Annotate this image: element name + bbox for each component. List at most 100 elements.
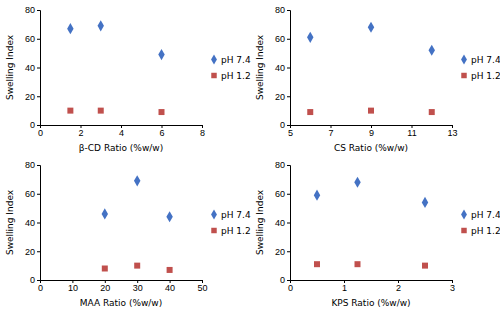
y-tick-mark bbox=[37, 39, 40, 40]
legend-label: pH 7.4 bbox=[471, 210, 500, 220]
point bbox=[159, 109, 165, 115]
x-tick: 6 bbox=[159, 125, 164, 138]
legend-item: pH 7.4 bbox=[211, 209, 251, 219]
y-tick-mark bbox=[287, 223, 290, 224]
legend: pH 7.4 pH 1.2 bbox=[461, 54, 500, 80]
x-tick-label: 50 bbox=[197, 283, 207, 293]
point bbox=[158, 49, 164, 60]
series bbox=[307, 108, 435, 115]
x-axis: 5 7 9 11 13 bbox=[288, 125, 458, 138]
y-tick-mark bbox=[37, 10, 40, 11]
legend-swatch bbox=[461, 73, 466, 78]
legend-item: pH 1.2 bbox=[461, 226, 500, 236]
y-tick-label: 20 bbox=[275, 247, 285, 257]
y-tick-label: 20 bbox=[25, 92, 35, 102]
legend-label: pH 1.2 bbox=[471, 71, 500, 81]
chart: 02468020406080β-CD Ratio (%w/w)Swelling … bbox=[0, 0, 500, 310]
legend-label: pH 7.4 bbox=[221, 55, 251, 65]
legend-item: pH 1.2 bbox=[211, 71, 250, 81]
y-tick-mark bbox=[287, 68, 290, 69]
y-tick-mark bbox=[287, 39, 290, 40]
x-axis-title: β-CD Ratio (%w/w) bbox=[79, 143, 163, 153]
x-axis: 0 10 20 30 40 50 bbox=[38, 280, 208, 293]
y-tick-mark bbox=[37, 223, 40, 224]
x-tick-label: 4 bbox=[119, 128, 124, 138]
y-tick-mark bbox=[37, 280, 40, 281]
x-tick-label: 0 bbox=[38, 283, 43, 293]
y-axis-title: Swelling Index bbox=[5, 34, 15, 100]
x-axis-title: MAA Ratio (%w/w) bbox=[80, 298, 163, 308]
series bbox=[67, 108, 164, 115]
x-axis: 0123 bbox=[288, 280, 455, 293]
y-tick-label: 60 bbox=[275, 34, 285, 44]
point bbox=[67, 23, 73, 34]
point bbox=[166, 211, 172, 222]
y-tick-label: 20 bbox=[25, 247, 35, 257]
point bbox=[307, 109, 313, 115]
y-tick: 60 bbox=[25, 189, 40, 199]
point bbox=[355, 261, 361, 267]
x-axis-title: CS Ratio (%w/w) bbox=[334, 143, 408, 153]
legend-item: pH 7.4 bbox=[461, 54, 500, 64]
x-tick-label: 2 bbox=[78, 128, 83, 138]
x-tick: 2 bbox=[396, 280, 401, 293]
y-tick: 40 bbox=[25, 218, 40, 228]
y-tick-mark bbox=[287, 280, 290, 281]
y-axis-line bbox=[287, 166, 291, 281]
y-tick-label: 60 bbox=[25, 189, 35, 199]
x-tick-label: 5 bbox=[288, 128, 293, 138]
panel: 01020304050020406080MAA Ratio (%w/w)Swel… bbox=[5, 160, 251, 308]
y-tick-label: 40 bbox=[275, 63, 285, 73]
point bbox=[422, 263, 428, 269]
plot-area bbox=[67, 20, 165, 115]
y-tick-label: 60 bbox=[25, 34, 35, 44]
y-tick: 0 bbox=[30, 275, 40, 285]
y-tick-label: 20 bbox=[275, 92, 285, 102]
y-axis: 0 20 40 60 80 bbox=[25, 160, 41, 285]
x-tick-label: 7 bbox=[328, 128, 333, 138]
y-tick-label: 80 bbox=[25, 160, 35, 170]
y-axis-line bbox=[37, 11, 41, 126]
x-tick-label: 9 bbox=[369, 128, 374, 138]
legend-item: pH 1.2 bbox=[461, 71, 500, 81]
y-tick-label: 0 bbox=[280, 275, 285, 285]
x-tick: 40 bbox=[165, 280, 175, 293]
point bbox=[314, 261, 320, 267]
x-tick-label: 11 bbox=[407, 128, 416, 138]
y-tick-mark bbox=[287, 194, 290, 195]
legend: pH 7.4pH 1.2 bbox=[211, 209, 251, 235]
y-axis-line bbox=[287, 11, 291, 126]
x-tick-label: 0 bbox=[288, 283, 293, 293]
y-tick-mark bbox=[287, 10, 290, 11]
y-tick: 60 bbox=[25, 34, 40, 44]
x-tick: 2 bbox=[78, 125, 83, 138]
point bbox=[368, 22, 374, 33]
x-tick: 0 bbox=[288, 280, 293, 293]
x-tick-label: 13 bbox=[447, 128, 457, 138]
x-tick-label: 30 bbox=[133, 283, 143, 293]
legend-label: pH 7.4 bbox=[221, 210, 251, 220]
plot-area bbox=[102, 175, 173, 273]
legend-swatch bbox=[461, 228, 466, 233]
y-tick-label: 80 bbox=[275, 160, 285, 170]
point bbox=[354, 177, 360, 188]
series bbox=[307, 22, 435, 56]
x-tick: 13 bbox=[447, 125, 457, 138]
y-tick: 0 bbox=[280, 275, 290, 285]
y-tick: 60 bbox=[275, 189, 290, 199]
x-tick: 10 bbox=[68, 280, 78, 293]
y-tick: 80 bbox=[25, 5, 40, 15]
x-tick: 30 bbox=[133, 280, 143, 293]
x-tick: 20 bbox=[100, 280, 110, 293]
y-tick-label: 80 bbox=[25, 5, 35, 15]
y-axis-title: Swelling Index bbox=[255, 189, 265, 255]
y-tick-mark bbox=[287, 125, 290, 126]
legend-swatch bbox=[211, 209, 217, 219]
y-axis-line bbox=[37, 166, 41, 281]
y-tick-label: 80 bbox=[275, 5, 285, 15]
point bbox=[368, 108, 374, 114]
y-tick-mark bbox=[37, 194, 40, 195]
panel: 02468020406080β-CD Ratio (%w/w)Swelling … bbox=[5, 5, 251, 153]
y-tick: 20 bbox=[275, 92, 290, 102]
y-tick: 20 bbox=[25, 92, 40, 102]
